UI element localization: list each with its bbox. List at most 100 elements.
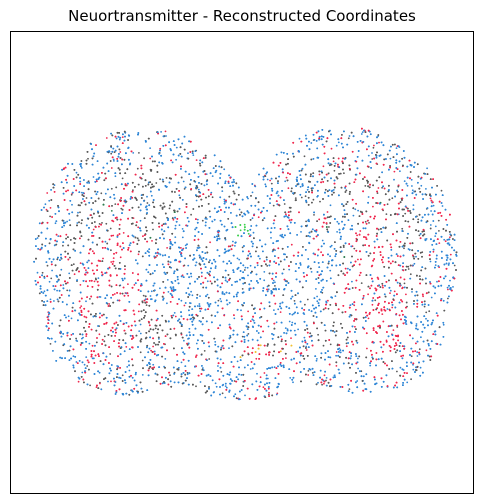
data-point [136,167,139,170]
data-point [57,235,60,238]
data-point [165,135,167,137]
data-point [53,184,56,187]
data-point [360,370,363,373]
data-point [98,296,101,298]
data-point [446,286,449,289]
data-point [263,271,266,273]
data-point [321,239,324,242]
data-point [66,289,69,292]
data-point [36,271,39,274]
data-point [305,349,308,351]
data-point [184,244,187,247]
data-point [417,218,420,221]
data-point [155,182,158,184]
data-point [195,385,197,388]
data-point [54,222,57,225]
data-point [277,308,280,311]
data-point [357,357,359,360]
data-point [429,224,432,226]
data-point [376,192,379,195]
data-point [104,192,107,195]
data-point [281,233,284,236]
data-point [354,325,356,328]
data-point [305,345,308,348]
data-point [239,229,242,232]
data-point [236,360,239,363]
data-point [366,347,368,350]
data-point [284,327,287,329]
data-point [317,333,319,336]
data-point [36,237,39,239]
data-point [426,167,428,170]
data-point [381,313,384,315]
data-point [329,269,332,272]
data-point [98,333,101,336]
data-point [187,152,189,155]
data-point [361,131,364,134]
data-point [114,203,117,206]
data-point [304,195,307,198]
data-point [418,348,421,351]
data-point [299,185,302,188]
data-point [425,188,427,190]
data-point [437,219,440,222]
data-point [45,208,48,211]
data-point [348,135,351,137]
data-point [356,234,358,237]
data-point [307,374,310,376]
data-point [422,295,424,298]
data-point [251,191,254,194]
data-point [196,305,199,307]
data-point [92,228,95,231]
data-point [393,290,396,293]
data-point [310,271,313,273]
data-point [405,293,407,296]
data-point [97,277,100,279]
data-point [49,343,52,345]
data-point [309,235,311,238]
data-point [263,372,266,374]
data-point [132,152,135,154]
data-point [85,269,87,271]
data-point [322,165,325,168]
data-point [234,245,236,247]
data-point [98,371,101,374]
data-point [357,258,359,261]
data-point [142,294,145,297]
data-point [43,290,46,293]
data-point [196,218,199,221]
data-point [110,167,113,169]
data-point [396,326,399,328]
data-point [104,240,107,243]
data-point [334,295,337,297]
data-point [385,213,388,216]
data-point [220,371,223,373]
data-point [166,302,168,305]
data-point [293,329,296,332]
data-point [156,254,159,257]
data-point [244,394,246,397]
data-point [268,393,270,396]
data-point [282,268,285,271]
data-point [329,204,332,207]
data-point [438,230,440,232]
data-point [174,224,177,227]
data-point [241,335,244,338]
data-point [270,237,272,239]
data-point [166,247,169,249]
data-point [190,275,193,278]
data-point [403,247,405,250]
data-point [419,366,422,369]
data-point [180,361,183,364]
data-point [75,337,77,340]
data-point [434,235,437,238]
data-point [420,336,422,339]
data-point [139,323,142,326]
data-point [79,262,82,264]
data-point [210,191,213,194]
data-point [320,251,322,254]
data-point [70,193,73,196]
data-point [259,316,261,319]
data-point [436,280,438,283]
data-point [214,265,217,268]
